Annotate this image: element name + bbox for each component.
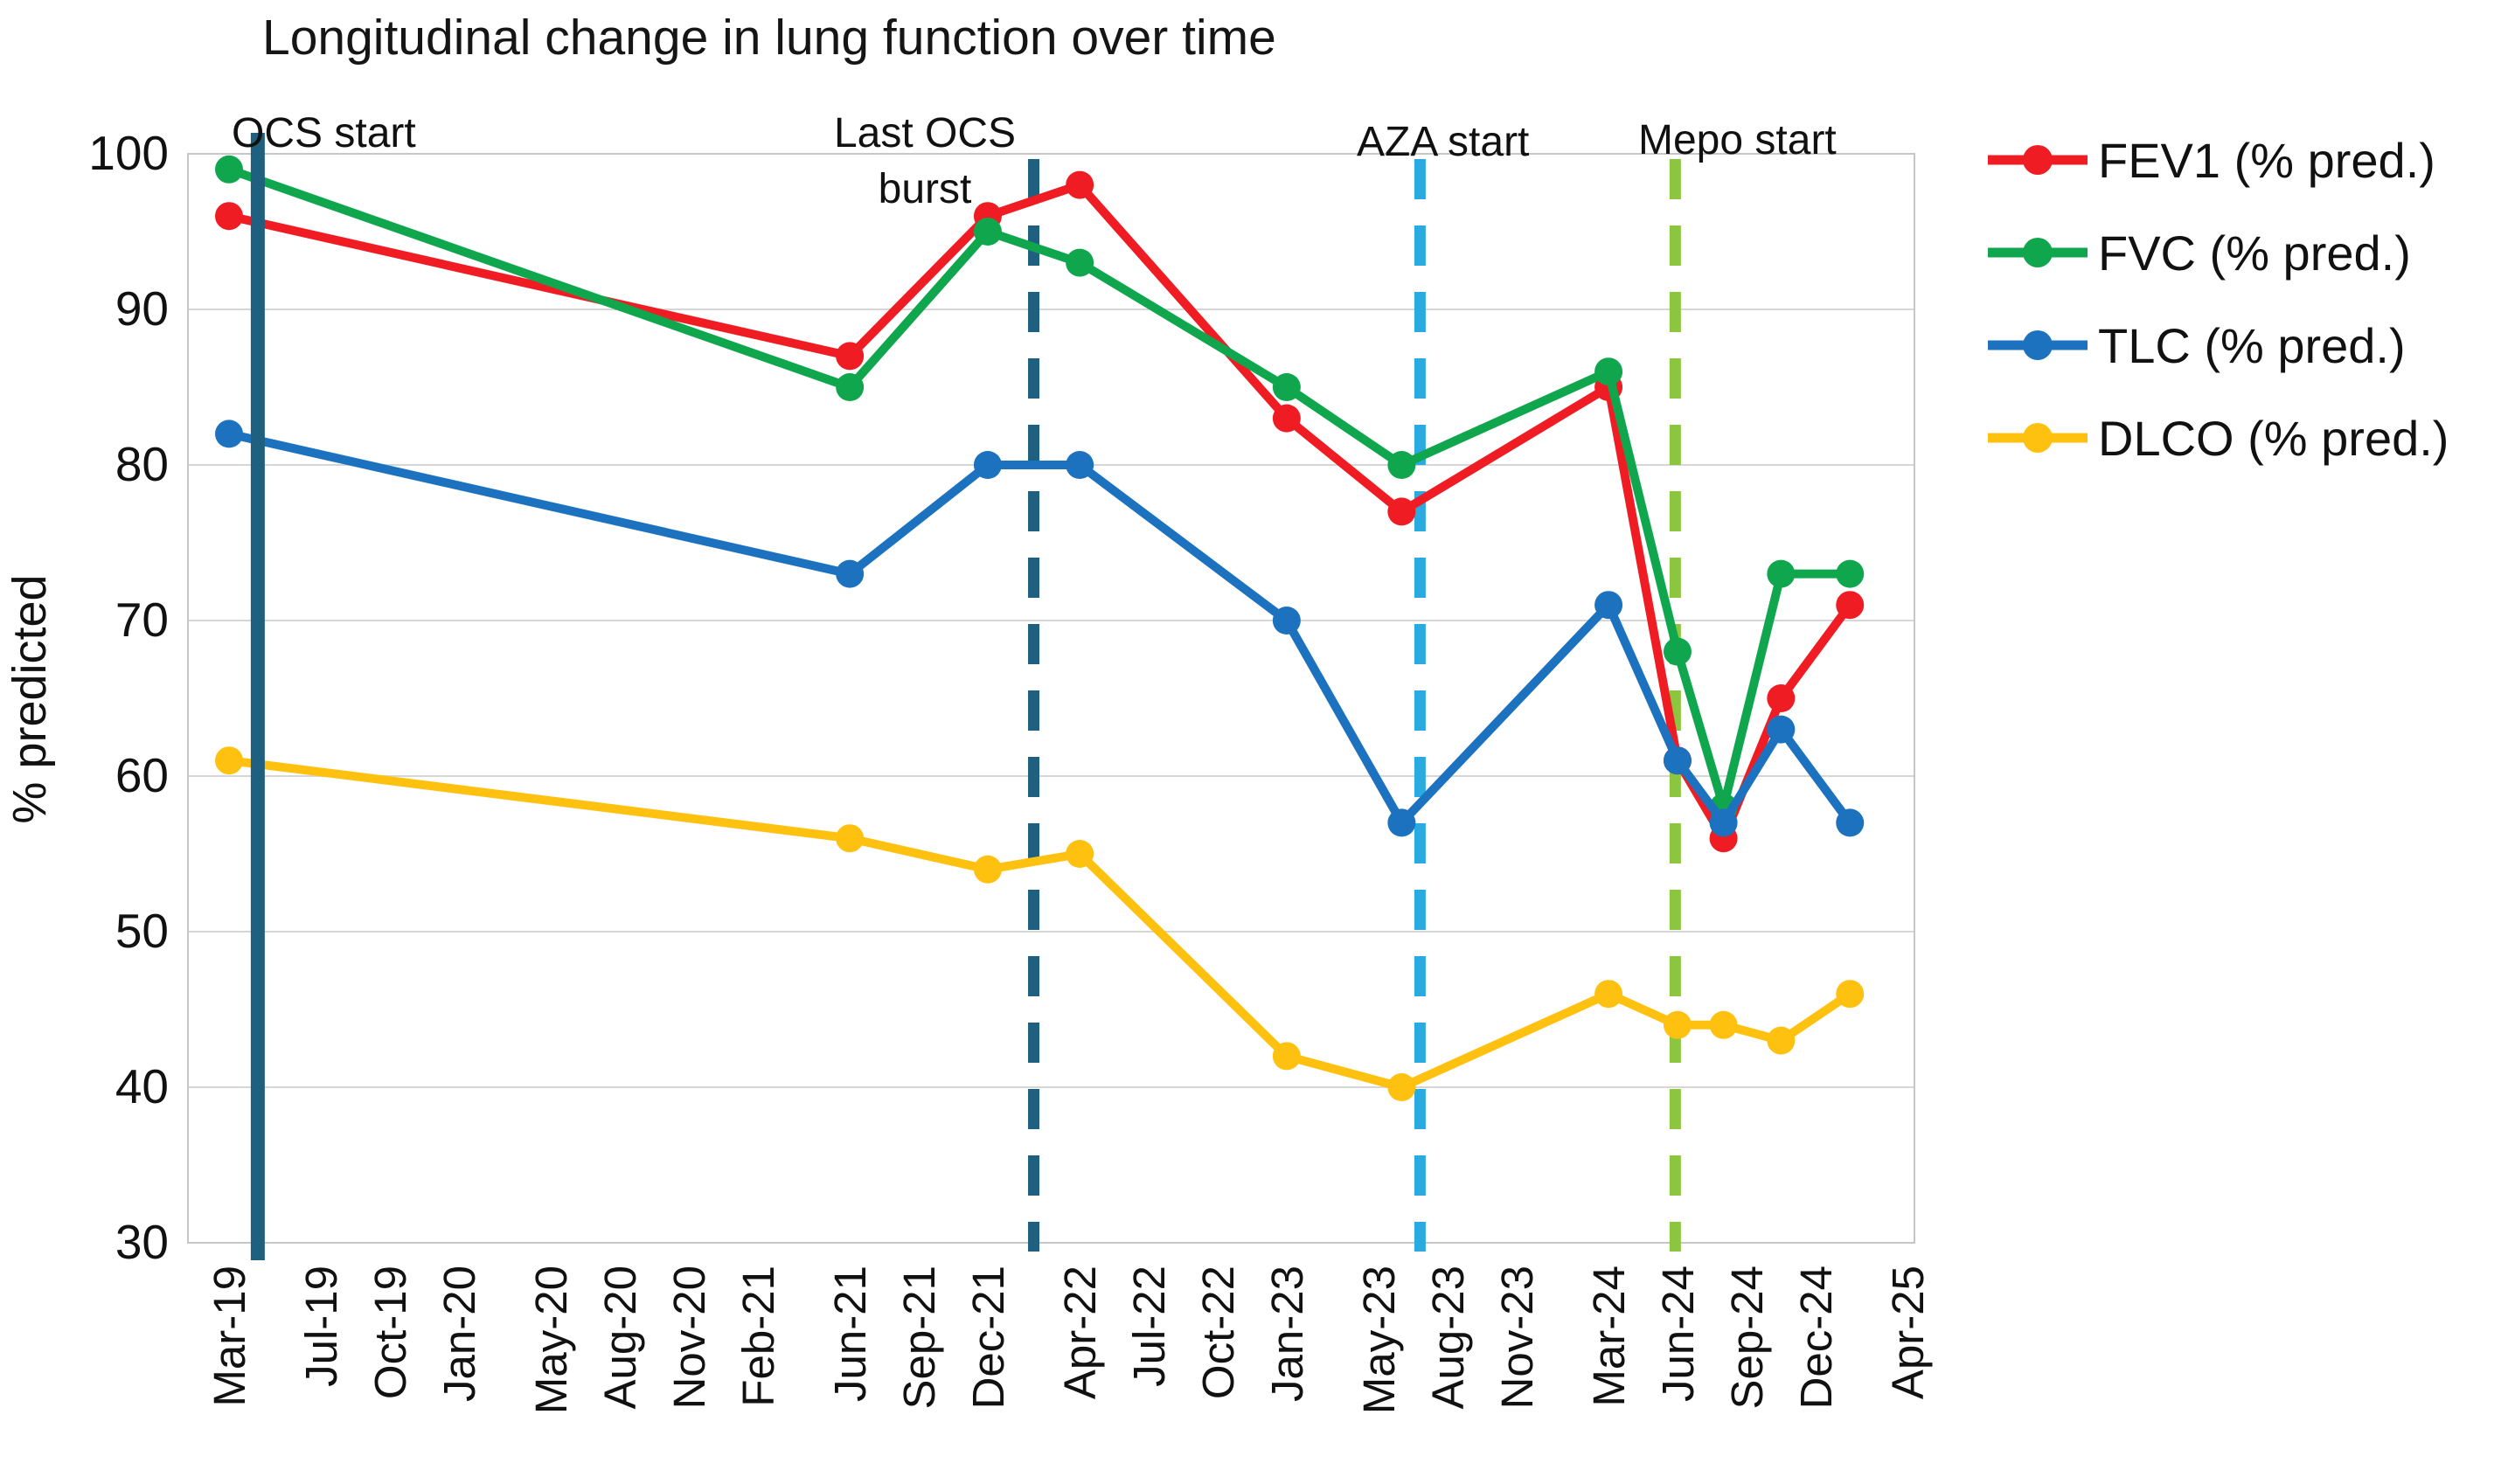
data-point: [1836, 808, 1865, 837]
y-tick-label: 80: [115, 437, 169, 491]
x-tick-label: Dec-24: [1791, 1266, 1841, 1409]
legend-marker-icon: [1988, 423, 2088, 453]
data-point: [1594, 591, 1623, 620]
legend-marker-icon: [1988, 330, 2088, 360]
ocs-start-label: OCS start: [232, 110, 416, 156]
legend-label: TLC (% pred.): [2098, 317, 2406, 373]
data-point: [1387, 1073, 1416, 1101]
y-axis-label: % predicted: [3, 574, 56, 823]
x-tick-label: May-23: [1354, 1266, 1404, 1414]
x-tick-label: Apr-25: [1883, 1266, 1933, 1399]
data-point: [836, 342, 865, 371]
data-point: [1387, 808, 1416, 837]
data-point: [1767, 559, 1796, 588]
y-tick-label: 50: [115, 904, 169, 958]
data-point: [1272, 404, 1301, 433]
data-point: [1767, 715, 1796, 744]
data-point: [1663, 637, 1692, 666]
data-point: [1066, 248, 1094, 277]
data-point: [1594, 357, 1623, 386]
data-point: [973, 855, 1002, 884]
data-point: [215, 420, 243, 448]
data-point: [1272, 1042, 1301, 1071]
legend: FEV1 (% pred.) FVC (% pred.) TLC (% pred.)…: [1986, 114, 2449, 484]
x-tick-label: Sep-24: [1722, 1266, 1772, 1409]
data-point: [836, 373, 865, 401]
y-tick-label: 60: [115, 748, 169, 802]
series-line-TLC: [225, 429, 1855, 828]
data-point: [1836, 559, 1865, 588]
x-tick-label: Jun-24: [1653, 1266, 1703, 1402]
x-tick-label: Aug-23: [1423, 1266, 1473, 1409]
x-tick-label: Jul-22: [1124, 1266, 1174, 1387]
data-point: [1709, 808, 1738, 837]
data-point: [215, 746, 243, 775]
legend-item-FVC: FVC (% pred.): [1986, 206, 2449, 299]
data-point: [1709, 1010, 1738, 1039]
x-tick-label: Apr-22: [1055, 1266, 1105, 1399]
x-tick-label: Oct-22: [1193, 1266, 1243, 1399]
x-tick-label: Oct-19: [365, 1266, 415, 1399]
data-point: [1387, 497, 1416, 526]
y-tick-label: 40: [115, 1059, 169, 1113]
series-line-DLCO: [225, 756, 1855, 1092]
x-tick-label: Mar-24: [1584, 1266, 1634, 1407]
data-point: [1767, 684, 1796, 712]
mepo-start-label: Mepo start: [1638, 117, 1837, 163]
data-point: [1387, 451, 1416, 479]
y-tick-label: 90: [115, 281, 169, 336]
aza-start-label: AZA start: [1357, 119, 1529, 165]
x-tick-label: Jul-19: [296, 1266, 346, 1387]
data-point: [1767, 1026, 1796, 1055]
x-tick-label: Jan-20: [434, 1266, 484, 1402]
data-point: [215, 155, 243, 184]
legend-item-TLC: TLC (% pred.): [1986, 299, 2449, 392]
x-tick-label: Nov-20: [664, 1266, 714, 1409]
plot-border: [187, 153, 1915, 1244]
legend-marker-icon: [1988, 145, 2088, 175]
last-ocs-label: burst: [879, 166, 972, 212]
legend-item-FEV1: FEV1 (% pred.): [1986, 114, 2449, 206]
x-tick-label: Aug-20: [595, 1266, 645, 1409]
data-point: [1272, 373, 1301, 401]
x-tick-label: Jan-23: [1262, 1266, 1312, 1402]
data-point: [1066, 840, 1094, 868]
data-point: [1272, 607, 1301, 635]
y-tick-label: 70: [115, 593, 169, 647]
data-point: [836, 824, 865, 853]
data-point: [973, 218, 1002, 246]
data-point: [1836, 591, 1865, 620]
data-point: [1594, 980, 1623, 1009]
legend-label: FVC (% pred.): [2098, 225, 2411, 281]
legend-marker-icon: [1988, 238, 2088, 267]
data-point: [1663, 1010, 1692, 1039]
series-line-FEV1: [225, 180, 1855, 843]
data-point: [836, 559, 865, 588]
legend-label: DLCO (% pred.): [2098, 410, 2449, 466]
data-point: [215, 202, 243, 231]
legend-item-DLCO: DLCO (% pred.): [1986, 392, 2449, 484]
data-point: [1836, 980, 1865, 1009]
x-tick-label: Feb-21: [733, 1266, 783, 1407]
x-tick-label: Dec-21: [963, 1266, 1013, 1409]
y-tick-label: 100: [88, 126, 169, 180]
legend-label: FEV1 (% pred.): [2098, 132, 2435, 188]
chart-title: Longitudinal change in lung function ove…: [262, 10, 1276, 66]
x-tick-label: May-20: [526, 1266, 576, 1414]
x-tick-label: Jun-21: [825, 1266, 875, 1402]
x-tick-label: Mar-19: [205, 1266, 254, 1407]
data-point: [973, 451, 1002, 479]
x-tick-label: Nov-23: [1492, 1266, 1542, 1409]
data-point: [1066, 170, 1094, 199]
data-point: [1066, 451, 1094, 479]
data-point: [1663, 746, 1692, 775]
x-tick-label: Sep-21: [894, 1266, 944, 1409]
last-ocs-label: Last OCS: [834, 110, 1016, 156]
y-tick-label: 30: [115, 1215, 169, 1269]
